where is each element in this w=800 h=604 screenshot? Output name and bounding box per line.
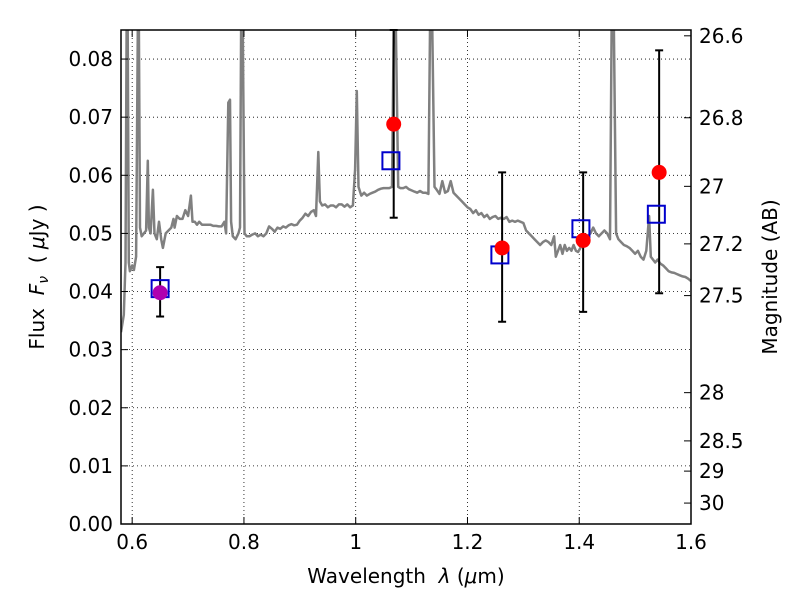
observed-flux-point [386, 116, 402, 132]
y-tick-label: 0.01 [68, 454, 113, 478]
y2-tick-label: 30 [699, 491, 724, 515]
x-tick-label: 1.6 [675, 530, 707, 554]
y2-tick-label: 26.6 [699, 24, 744, 48]
y-tick-label: 0.06 [68, 163, 113, 187]
x-tick-label: 1 [349, 530, 362, 554]
y-tick-label: 0.02 [68, 396, 113, 420]
y2-tick-label: 27.5 [699, 284, 744, 308]
observed-flux-point [152, 285, 168, 301]
plot-background [121, 30, 691, 524]
observed-flux-point [494, 240, 510, 256]
y-axis-ticks: 0.00 0.01 0.02 0.03 0.04 0.05 0.06 0.07 0.08 [68, 47, 128, 536]
y-tick-label: 0.08 [68, 47, 113, 71]
y2-tick-label: 27 [699, 174, 724, 198]
x-tick-label: 1.4 [563, 530, 595, 554]
x-tick-label: 1.2 [452, 530, 484, 554]
y-tick-label: 0.07 [68, 105, 113, 129]
y2-axis-title: Magnitude (AB) [758, 199, 782, 354]
y-tick-label: 0.04 [68, 280, 113, 304]
y2-tick-label: 28.5 [699, 429, 744, 453]
x-axis-title: Wavelength λ (μm) [307, 564, 504, 588]
x-tick-label: 0.8 [228, 530, 260, 554]
model-photometry-square [381, 151, 401, 171]
y2-tick-label: 27.2 [699, 232, 744, 256]
y-tick-label: 0.00 [68, 512, 113, 536]
x-tick-label: 0.6 [116, 530, 148, 554]
observed-flux-point [575, 232, 591, 248]
y-tick-label: 0.03 [68, 338, 113, 362]
y-axis-title: Flux Fν ( μJy ) [25, 204, 52, 349]
model-photometry-square [646, 204, 666, 224]
y-tick-label: 0.05 [68, 221, 113, 245]
y2-tick-label: 26.8 [699, 106, 744, 130]
y2-axis-ticks: 26.6 26.8 27 27.2 27.5 28 28.5 29 30 [684, 24, 744, 515]
y2-tick-label: 29 [699, 459, 724, 483]
x-axis-ticks: 0.6 0.8 1 1.2 1.4 1.6 [116, 30, 707, 554]
observed-flux-point [651, 164, 667, 180]
observed-flux-markers [152, 116, 667, 301]
y2-tick-label: 28 [699, 381, 724, 405]
plot-frame [120, 29, 692, 525]
